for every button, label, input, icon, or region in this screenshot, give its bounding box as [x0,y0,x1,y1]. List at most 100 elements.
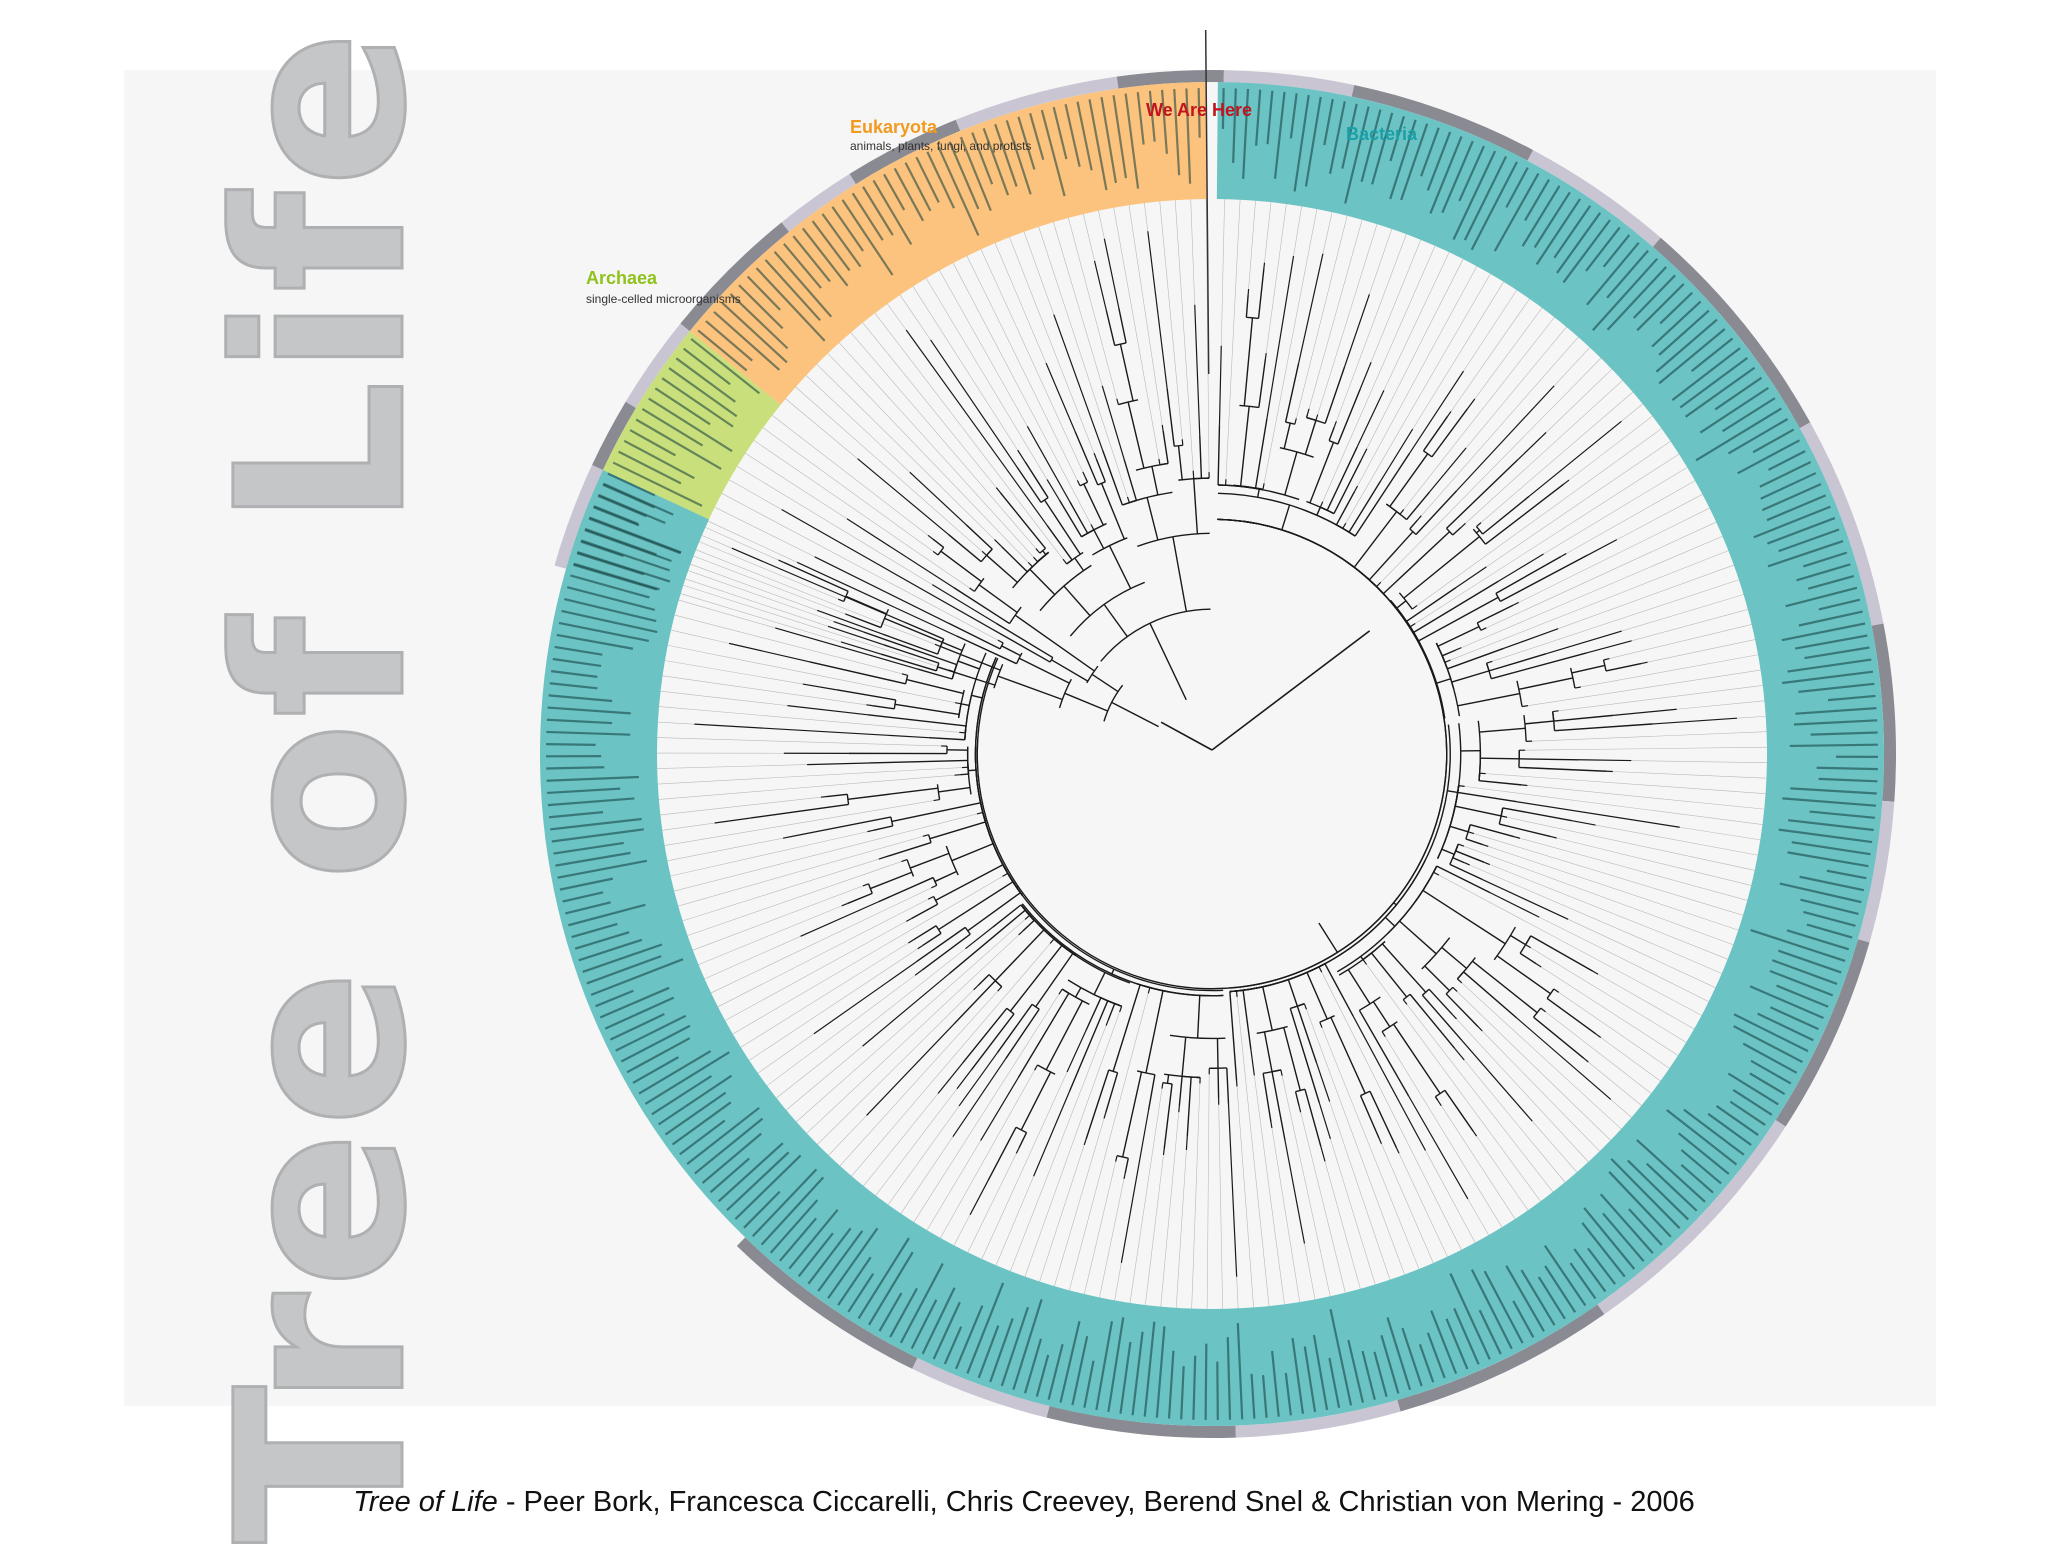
guide-line [661,691,788,705]
tree-leaf [938,1063,963,1094]
tree-leaf [1361,449,1367,461]
tree-branch [1198,995,1200,1038]
tree-leaf [1452,1015,1456,1019]
tree-leaf [1403,1000,1407,1005]
tree-leaf [863,884,869,886]
tree-branch [1030,569,1055,594]
tree-branch [1404,537,1480,599]
tree-node-arc [1320,507,1327,510]
tree-branch [1108,1004,1114,1020]
tree-branch [1479,728,1525,732]
tree-leaf [1299,254,1323,364]
tree-branch [1243,990,1251,1049]
guide-line [1336,234,1406,421]
tree-leaf [1526,945,1531,948]
guide-line [1737,716,1766,718]
tree-leaf [1148,988,1150,994]
tree-leaf [1541,1008,1546,1012]
tree-branch [1327,447,1357,511]
tree-branch [1146,991,1163,1073]
tree-leaf [953,1059,1006,1137]
tree-leaf [1462,1040,1533,1121]
tree-branch [1149,1075,1155,1110]
tree-branch [870,872,911,888]
guide-line [1588,1062,1641,1106]
tree-branch [941,551,982,581]
tree-branch [1338,389,1360,444]
guide-line [1024,232,1054,315]
tree-branch [968,770,976,771]
tree-branch [1103,450,1123,505]
tree-branch [971,695,982,698]
tree-branch [868,715,966,726]
tree-leaf [915,970,922,975]
guide-line [1399,1153,1447,1256]
tree-branch [837,690,896,700]
guide-line [1632,609,1748,640]
tree-leaf [1264,263,1265,269]
species-label [1217,1362,1218,1420]
tree-leaf [1561,554,1566,557]
tree-branch [784,563,848,592]
tree-leaf [1035,1065,1038,1070]
tree-leaf [1320,1022,1322,1028]
guide-line [1301,1112,1346,1293]
tree-leaf [787,706,868,715]
tree-leaf [1584,1058,1589,1062]
guide-line [1306,1009,1404,1274]
tree-branch [1182,1037,1186,1076]
guide-line [725,921,906,1020]
guide-line [1451,299,1530,412]
tree-leaf [1094,453,1096,459]
guide-line [1381,358,1601,582]
tree-branch [1371,953,1406,997]
tree-leaf [1104,1113,1106,1119]
tree-node-arc [1174,445,1183,446]
guide-line [1492,580,1739,662]
guide-line [741,943,909,1047]
tree-node-arc [891,817,893,826]
tree-leaf [1271,1122,1272,1128]
tree-branch [956,636,1016,664]
tree-branch [1104,604,1127,636]
tree-node-arc [1297,1004,1304,1006]
tree-leaf [1514,837,1520,839]
tree-leaf [1263,483,1264,489]
tree-branch [1258,489,1259,497]
tree-node-arc [1115,1004,1122,1007]
tree-leaf [1102,386,1124,460]
tree-leaf [1409,371,1463,453]
tree-leaf [1025,915,1029,919]
tree-leaf [1473,1131,1476,1136]
guide-line [1322,972,1462,1250]
guide-line [1486,522,1716,628]
tree-leaf [1104,239,1118,308]
tree-leaf [906,330,1047,525]
tree-branch [966,525,992,550]
tree-branch [1263,1073,1271,1122]
tree-leaf [910,472,966,524]
tree-branch [1485,484,1563,544]
tree-leaf [867,1024,954,1116]
tree-branch [1390,454,1428,507]
tree-branch [1423,416,1447,450]
guide-line [1566,481,1695,554]
guide-line [1463,290,1516,371]
tree-node-arc [1534,1008,1541,1017]
guide-line [1677,701,1765,709]
tree-leaf [1083,472,1085,477]
tree-branch [1452,671,1489,682]
tree-leaf [1219,346,1221,425]
tree-leaf [1604,659,1610,660]
tree-branch [1500,555,1587,601]
guide-line [1404,317,1555,509]
tree-branch [1438,627,1479,647]
tree-leaf [1593,971,1598,974]
tree-leaf [1517,1018,1611,1100]
tree-leaf [1501,816,1507,817]
tree-branch [1113,985,1140,1072]
tree-leaf [970,588,975,591]
tree-leaf [1642,662,1648,663]
guide-line [1161,1112,1179,1306]
